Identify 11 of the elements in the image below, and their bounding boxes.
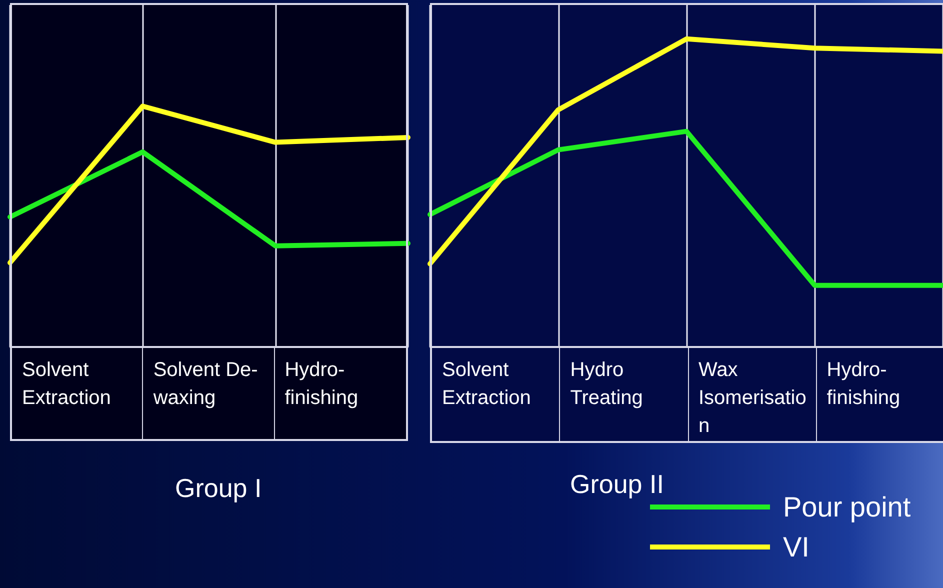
legend-label: VI [783,532,810,562]
x-axis-title: Group II [570,469,664,499]
text: Solvent Extraction [12,348,144,439]
legend-label: Pour point [783,492,911,522]
text: Hydro-finishing [284,358,360,411]
text: Hydro Treating [560,348,688,441]
text: Solvent De-waxing [143,348,275,439]
x-axis-title: Group I [174,473,262,503]
text: Hydro-finishing [826,358,902,411]
text: Solvent Extraction [432,348,560,441]
text: Wax Isomerisation [688,348,817,441]
